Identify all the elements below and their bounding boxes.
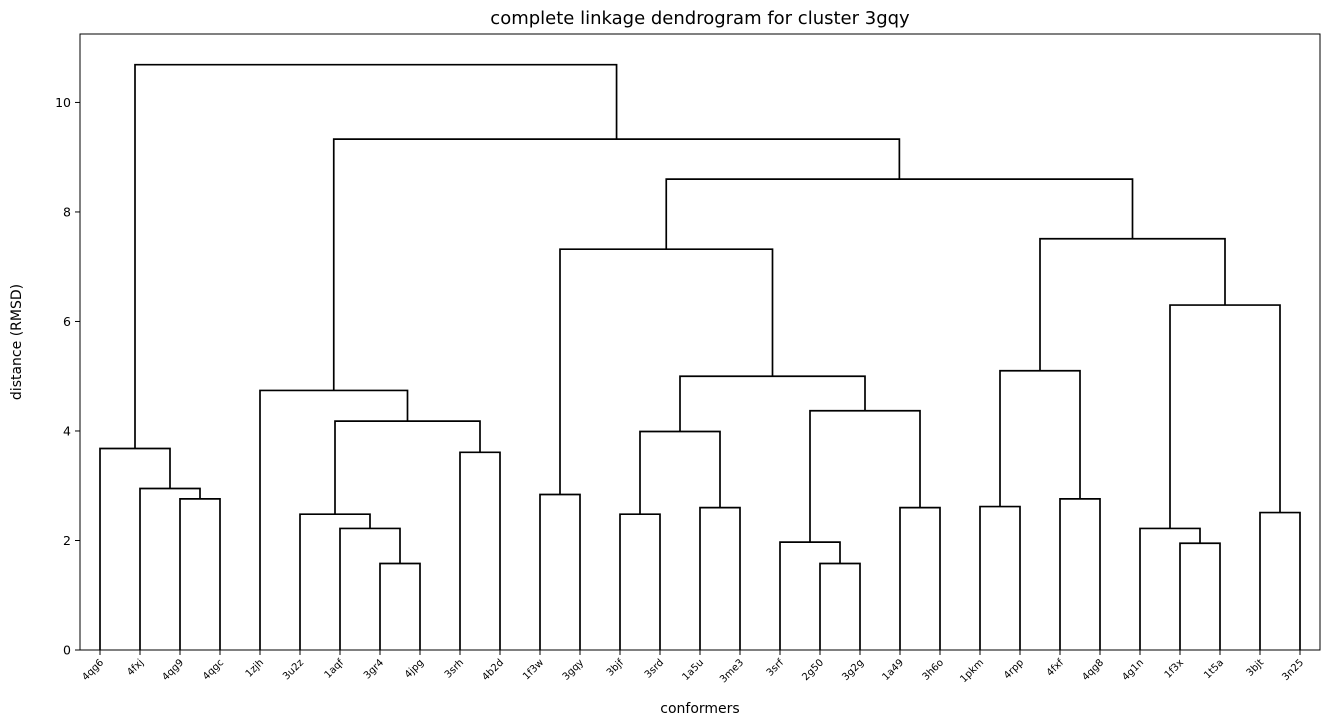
x-axis: 4qg6 4fxj 4qg9 4qgc 1zjh 3u2z 1aqf 3gr4 4jpg 3srh…	[80, 650, 1306, 685]
y-tick-label: 4	[63, 423, 71, 438]
leaf-label: 4fxj	[125, 657, 146, 678]
dendrogram-links	[99, 63, 1301, 650]
plot-area	[79, 33, 1321, 651]
leaf-label: 4qgc	[201, 657, 226, 682]
leaf-label: 4b2d	[480, 657, 506, 683]
leaf-label: 3srf	[765, 657, 787, 679]
dendrogram-link	[779, 541, 841, 650]
chart-title: complete linkage dendrogram for cluster …	[490, 8, 910, 29]
y-axis-label: distance (RMSD)	[9, 284, 25, 400]
dendrogram-link	[809, 409, 921, 543]
leaf-label: 1pkm	[958, 657, 986, 685]
dendrogram-link	[1039, 237, 1226, 371]
dendrogram-link	[339, 527, 401, 650]
leaf-label: 1f3w	[521, 657, 546, 682]
dendrogram-link	[259, 389, 409, 650]
dendrogram-link	[99, 447, 171, 650]
x-axis-label: conformers	[660, 701, 739, 717]
leaf-label: 3gqy	[561, 657, 586, 682]
y-axis: 0 2 4 6 8 10	[55, 95, 80, 658]
dendrogram-link	[379, 562, 421, 650]
leaf-label: 4rpp	[1002, 657, 1026, 681]
leaf-label: 3n25	[1280, 657, 1306, 683]
leaf-label: 3gr4	[362, 657, 386, 681]
leaf-label: 3srd	[643, 657, 666, 680]
dendrogram-link	[134, 63, 618, 449]
leaf-label: 3me3	[718, 657, 746, 685]
leaf-label: 3u2z	[281, 657, 306, 682]
dendrogram-link	[1169, 304, 1281, 529]
leaf-label: 1zjh	[244, 657, 266, 679]
y-tick-label: 8	[63, 204, 71, 219]
leaf-label: 1f3x	[1163, 657, 1187, 681]
dendrogram-link	[1139, 527, 1201, 650]
dendrogram-link	[619, 513, 661, 650]
leaf-label: 2g50	[800, 657, 826, 683]
dendrogram-link	[699, 506, 741, 650]
dendrogram-link	[459, 451, 501, 650]
leaf-label: 4qg9	[160, 657, 186, 683]
leaf-label: 3srh	[443, 657, 466, 680]
leaf-label: 1a49	[881, 657, 907, 683]
dendrogram-link	[679, 375, 866, 432]
dendrogram-link	[1059, 498, 1101, 650]
leaf-label: 1t5a	[1202, 657, 1226, 681]
dendrogram-link	[899, 506, 941, 650]
dendrogram-link	[559, 248, 774, 495]
dendrogram-link	[299, 513, 371, 650]
leaf-label: 3g2g	[840, 657, 866, 683]
dendrogram-link	[539, 493, 581, 650]
dendrogram-link	[334, 420, 481, 515]
y-tick-label: 2	[63, 533, 71, 548]
leaf-label: 4g1n	[1120, 657, 1146, 683]
leaf-label: 1aqf	[323, 657, 347, 681]
y-tick-label: 6	[63, 314, 71, 329]
dendrogram-link	[1259, 511, 1301, 650]
leaf-label: 3bjt	[1245, 657, 1267, 679]
dendrogram-link	[999, 369, 1081, 507]
dendrogram-link	[139, 487, 201, 650]
leaf-label: 4qg8	[1080, 657, 1106, 683]
dendrogram-link	[979, 505, 1021, 650]
y-tick-label: 0	[63, 643, 71, 658]
dendrogram-link	[1179, 542, 1221, 650]
leaf-label: 3h6o	[921, 657, 947, 683]
dendrogram-link	[819, 562, 861, 650]
leaf-label: 3bjf	[605, 657, 627, 679]
leaf-label: 4qg6	[80, 657, 106, 683]
dendrogram-link	[332, 138, 901, 391]
dendrogram-link	[639, 430, 721, 515]
leaf-label: 4jpg	[403, 657, 426, 680]
dendrogram-link	[179, 498, 221, 650]
leaf-label: 4fxf	[1045, 657, 1067, 679]
leaf-label: 1a5u	[681, 657, 707, 683]
y-tick-label: 10	[55, 95, 71, 110]
